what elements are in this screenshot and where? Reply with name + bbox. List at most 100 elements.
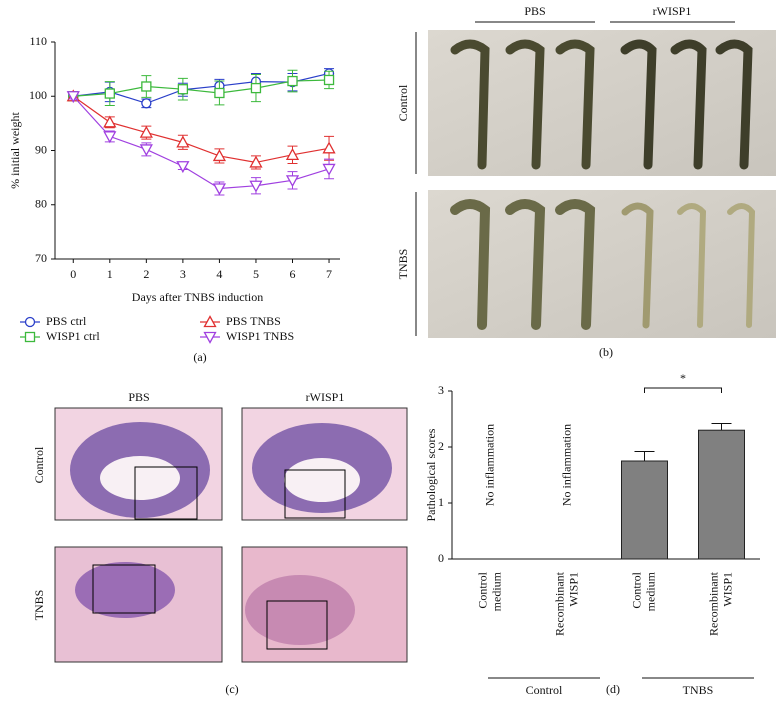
marker bbox=[285, 175, 300, 188]
row-label: Control bbox=[396, 84, 410, 121]
x-tick-label: 1 bbox=[107, 267, 113, 281]
marker bbox=[250, 82, 262, 94]
marker bbox=[249, 180, 263, 193]
legend-label: PBS TNBS bbox=[226, 314, 281, 328]
series-line bbox=[72, 95, 330, 164]
x-tick-label: 2 bbox=[143, 267, 149, 281]
panel-label: (b) bbox=[599, 345, 613, 359]
marker bbox=[322, 141, 336, 154]
x-tick-label: 5 bbox=[253, 267, 259, 281]
column-label: rWISP1 bbox=[653, 4, 692, 18]
colon bbox=[505, 39, 545, 170]
marker bbox=[139, 144, 153, 157]
error-bar bbox=[634, 450, 655, 461]
marker bbox=[103, 115, 117, 128]
column-label: PBS bbox=[524, 4, 545, 18]
colon bbox=[677, 203, 707, 328]
y-axis-label: Pathological scores bbox=[424, 428, 438, 521]
row-label: TNBS bbox=[396, 249, 410, 280]
y-tick-label: 2 bbox=[438, 439, 444, 453]
marker bbox=[212, 183, 227, 196]
zoom-box bbox=[134, 466, 198, 520]
error-bar bbox=[711, 422, 732, 431]
marker bbox=[141, 81, 152, 92]
colon bbox=[620, 39, 657, 170]
colon bbox=[555, 39, 595, 170]
marker bbox=[176, 161, 190, 174]
x-tick-label: 3 bbox=[180, 267, 186, 281]
panel-label: (a) bbox=[193, 350, 206, 364]
bar bbox=[621, 460, 668, 560]
row-label: Control bbox=[32, 446, 46, 483]
lumen bbox=[100, 456, 180, 500]
legend-marker bbox=[24, 316, 36, 328]
x-tick-label: 0 bbox=[70, 267, 76, 281]
group-label: Control bbox=[526, 683, 563, 697]
significance-label: * bbox=[680, 371, 686, 385]
marker bbox=[323, 74, 335, 86]
legend-marker bbox=[203, 315, 217, 328]
column-label: PBS bbox=[128, 390, 149, 404]
legend-label: PBS ctrl bbox=[46, 314, 87, 328]
panel-label: (d) bbox=[606, 682, 620, 696]
legend-marker bbox=[203, 331, 217, 344]
series-line bbox=[72, 95, 330, 190]
y-tick-label: 90 bbox=[35, 142, 47, 156]
legend-marker bbox=[24, 331, 36, 343]
colon bbox=[621, 202, 654, 329]
marker bbox=[103, 131, 117, 144]
colon bbox=[555, 199, 596, 330]
x-tick-label: Recombinant bbox=[552, 571, 566, 636]
marker bbox=[287, 75, 298, 87]
x-tick-label: Control bbox=[629, 571, 643, 608]
colon bbox=[450, 199, 491, 330]
x-axis-label: Days after TNBS induction bbox=[132, 290, 263, 304]
marker bbox=[104, 88, 115, 99]
marker bbox=[66, 91, 80, 104]
colon bbox=[727, 203, 756, 328]
y-tick-label: 100 bbox=[29, 88, 47, 102]
significance-bracket bbox=[644, 387, 722, 393]
colon-samples bbox=[450, 39, 756, 330]
x-tick-label: medium bbox=[643, 571, 657, 611]
column-label: rWISP1 bbox=[306, 390, 345, 404]
colon bbox=[715, 39, 753, 170]
marker bbox=[214, 87, 225, 99]
x-tick-label: 6 bbox=[290, 267, 296, 281]
zoom-box bbox=[284, 469, 346, 519]
annotation: No inflammation bbox=[559, 424, 573, 506]
y-tick-label: 3 bbox=[438, 383, 444, 397]
series-line bbox=[73, 79, 330, 97]
zoom-box bbox=[266, 600, 328, 650]
marker bbox=[177, 84, 189, 95]
y-tick-label: 1 bbox=[438, 495, 444, 509]
marker bbox=[139, 125, 153, 138]
y-tick-label: 70 bbox=[35, 251, 47, 265]
bar bbox=[698, 429, 745, 560]
legend-label: WISP1 TNBS bbox=[226, 329, 294, 343]
y-tick-label: 80 bbox=[35, 197, 47, 211]
marker bbox=[285, 147, 300, 160]
legend-label: WISP1 ctrl bbox=[46, 329, 100, 343]
x-tick-label: WISP1 bbox=[720, 572, 734, 607]
x-tick-label: Control bbox=[475, 571, 489, 608]
photo-panel-c: PBS rWISP1 Control TNBS bbox=[32, 390, 408, 663]
x-tick-label: WISP1 bbox=[566, 572, 580, 607]
lumen bbox=[284, 458, 360, 502]
marker bbox=[212, 149, 227, 162]
group-label: TNBS bbox=[683, 683, 714, 697]
x-tick-label: 7 bbox=[326, 267, 332, 281]
x-tick-label: medium bbox=[489, 571, 503, 611]
marker bbox=[249, 155, 263, 168]
x-tick-label: 4 bbox=[216, 267, 222, 281]
photo-panel-b: PBS rWISP1 Control TNBS bbox=[396, 4, 776, 338]
annotation: No inflammation bbox=[482, 424, 496, 506]
marker bbox=[322, 163, 336, 176]
y-tick-label: 0 bbox=[438, 551, 444, 565]
tissue bbox=[75, 562, 175, 618]
colon bbox=[505, 199, 546, 330]
zoom-box bbox=[92, 564, 156, 614]
colon bbox=[670, 39, 707, 170]
marker bbox=[141, 98, 152, 109]
